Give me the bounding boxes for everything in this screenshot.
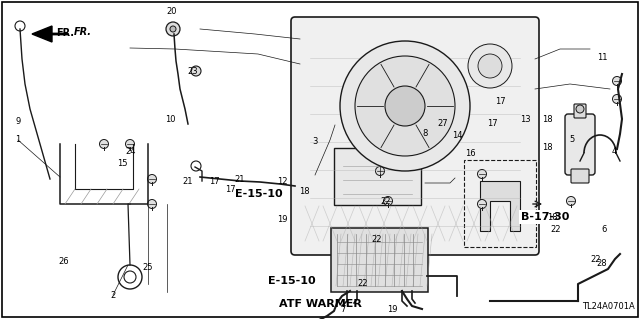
Circle shape (477, 169, 486, 179)
Text: 26: 26 (59, 256, 69, 265)
Text: 17: 17 (209, 176, 220, 186)
Circle shape (612, 94, 621, 103)
Text: 19: 19 (387, 305, 397, 314)
Circle shape (340, 41, 470, 171)
Text: 16: 16 (465, 150, 476, 159)
Text: 7: 7 (340, 305, 346, 314)
Text: 18: 18 (541, 115, 552, 124)
Text: 18: 18 (541, 143, 552, 152)
FancyBboxPatch shape (331, 228, 428, 292)
Text: ATF WARMER: ATF WARMER (278, 299, 362, 309)
Text: 15: 15 (116, 160, 127, 168)
Circle shape (478, 54, 502, 78)
Text: 13: 13 (520, 115, 531, 124)
Text: 18: 18 (299, 187, 309, 196)
Circle shape (376, 167, 385, 175)
Text: B-17-30: B-17-30 (521, 212, 570, 222)
Text: 3: 3 (312, 137, 317, 145)
Circle shape (166, 22, 180, 36)
Text: 5: 5 (570, 136, 575, 145)
Text: 24: 24 (125, 146, 136, 155)
Circle shape (612, 77, 621, 85)
Text: 22: 22 (381, 197, 391, 205)
Text: 21: 21 (235, 174, 245, 183)
Circle shape (125, 139, 134, 149)
Text: 4: 4 (611, 146, 616, 155)
Text: 10: 10 (164, 115, 175, 124)
FancyBboxPatch shape (574, 104, 586, 118)
Text: 27: 27 (438, 120, 448, 129)
Text: 28: 28 (596, 259, 607, 269)
Circle shape (147, 199, 157, 209)
Text: 14: 14 (452, 131, 462, 140)
Text: E-15-10: E-15-10 (268, 276, 316, 286)
Text: TL24A0701A: TL24A0701A (582, 302, 635, 311)
Text: 23: 23 (188, 66, 198, 76)
Text: FR.: FR. (56, 28, 74, 38)
Text: 6: 6 (602, 225, 607, 234)
Circle shape (385, 86, 425, 126)
FancyBboxPatch shape (291, 17, 539, 255)
Text: 12: 12 (276, 176, 287, 186)
Polygon shape (480, 181, 520, 231)
Circle shape (99, 139, 109, 149)
Circle shape (383, 197, 392, 205)
Text: 20: 20 (167, 8, 177, 17)
Text: 8: 8 (422, 129, 428, 137)
Text: 18: 18 (547, 212, 557, 221)
Text: 17: 17 (495, 97, 506, 106)
Text: 2: 2 (110, 291, 116, 300)
Text: 17: 17 (225, 184, 236, 194)
Circle shape (566, 197, 575, 205)
Text: 17: 17 (486, 120, 497, 129)
Polygon shape (32, 26, 52, 42)
Text: 22: 22 (372, 234, 382, 243)
Circle shape (191, 66, 201, 76)
Text: 11: 11 (596, 53, 607, 62)
Circle shape (355, 56, 455, 156)
Circle shape (576, 105, 584, 113)
FancyBboxPatch shape (334, 148, 421, 205)
Circle shape (468, 44, 512, 88)
FancyBboxPatch shape (571, 169, 589, 183)
FancyBboxPatch shape (565, 114, 595, 175)
Text: 21: 21 (183, 176, 193, 186)
Circle shape (147, 174, 157, 183)
Text: FR.: FR. (74, 27, 92, 37)
Text: 25: 25 (143, 263, 153, 271)
Circle shape (378, 139, 387, 149)
Text: 22: 22 (358, 279, 368, 288)
Text: 22: 22 (551, 225, 561, 234)
Text: 1: 1 (15, 136, 20, 145)
Text: E-15-10: E-15-10 (235, 189, 283, 199)
Circle shape (477, 199, 486, 209)
Text: 22: 22 (591, 255, 601, 263)
Text: 9: 9 (15, 117, 20, 127)
Text: 19: 19 (276, 214, 287, 224)
Circle shape (170, 26, 176, 32)
